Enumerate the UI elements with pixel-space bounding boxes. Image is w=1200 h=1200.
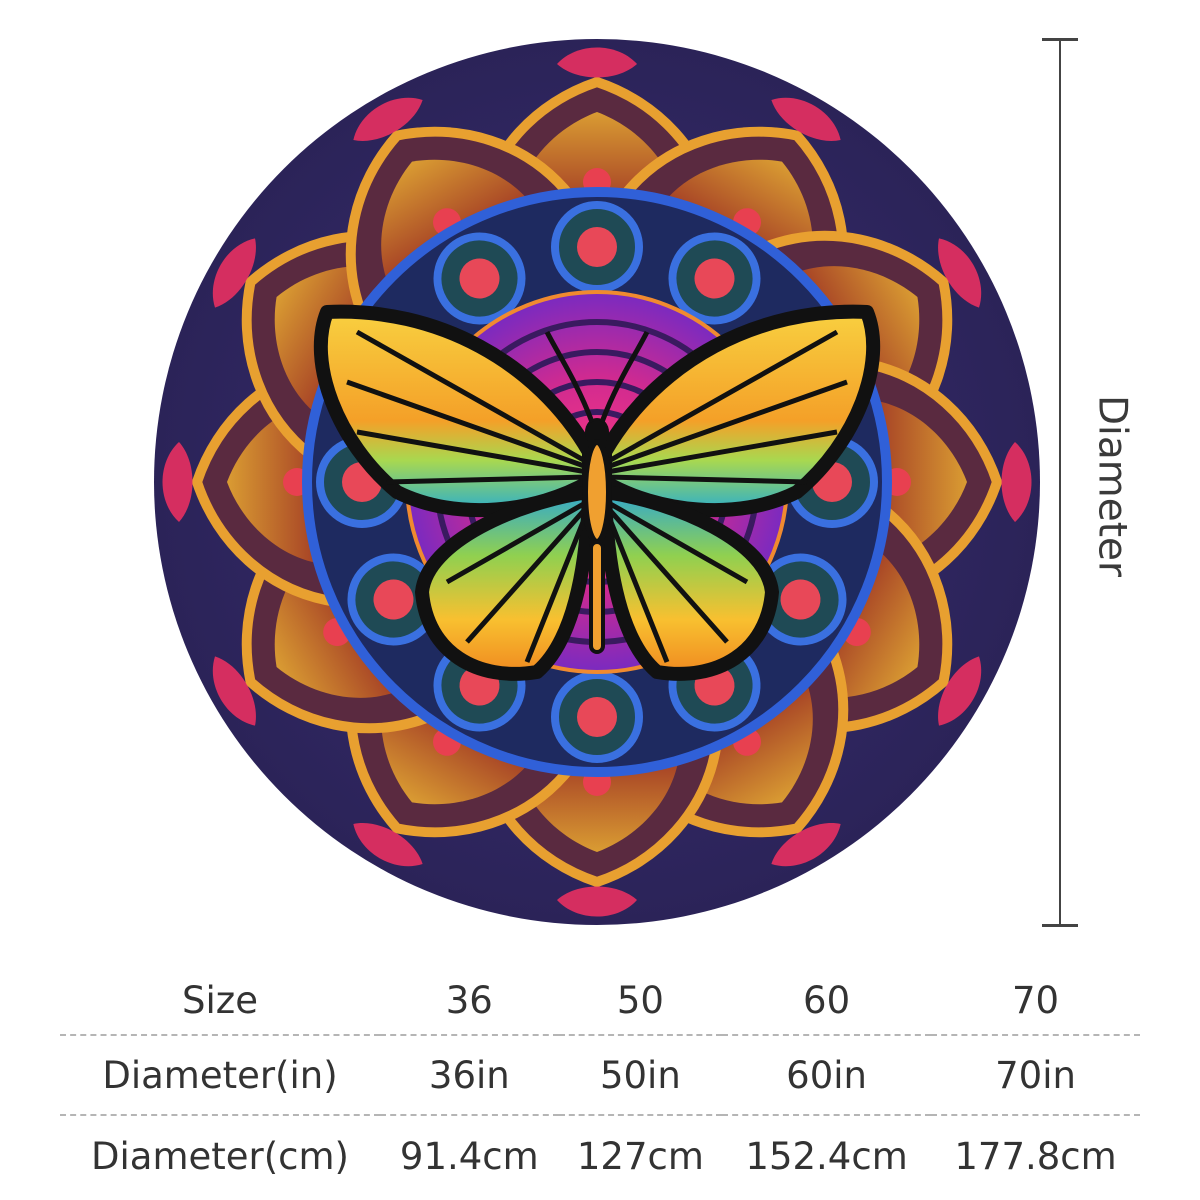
table-cell: 91.4cm [380,1114,559,1196]
table-cell: 152.4cm [722,1114,932,1196]
diameter-cm-row: Diameter(cm) 91.4cm 127cm 152.4cm 177.8c… [60,1114,1140,1196]
size-header-label: Size [182,978,258,1022]
diameter-label-wrap: Diameter [1082,386,1142,586]
table-cell: 127cm [558,1114,723,1196]
diameter-measure-line [1042,38,1078,927]
diameter-in-row: Diameter(in) 36in 50in 60in 70in [60,1034,1140,1115]
measure-bottom-cap [1042,924,1078,927]
size-header-row: Size 36 50 60 70 [60,966,1140,1035]
table-cell: 60in [722,1034,932,1115]
butterfly [313,304,881,681]
table-cell: 50in [558,1034,723,1115]
rug-image [154,39,1040,925]
size-option-60: 60 [803,978,851,1022]
row-label: Diameter(in) [60,1034,380,1115]
measure-stem [1059,38,1061,927]
size-table: Size 36 50 60 70 Diameter(in) 36in 50in … [60,966,1140,1196]
row-label: Diameter(cm) [60,1114,380,1196]
size-option-36: 36 [445,978,493,1022]
size-option-70: 70 [1011,978,1060,1022]
diameter-label: Diameter [1089,394,1135,578]
size-option-50: 50 [616,978,664,1022]
table-cell: 36in [380,1034,559,1115]
table-cell: 70in [931,1034,1140,1115]
mandala-outer-petals [161,46,1034,919]
table-cell: 177.8cm [931,1114,1140,1196]
